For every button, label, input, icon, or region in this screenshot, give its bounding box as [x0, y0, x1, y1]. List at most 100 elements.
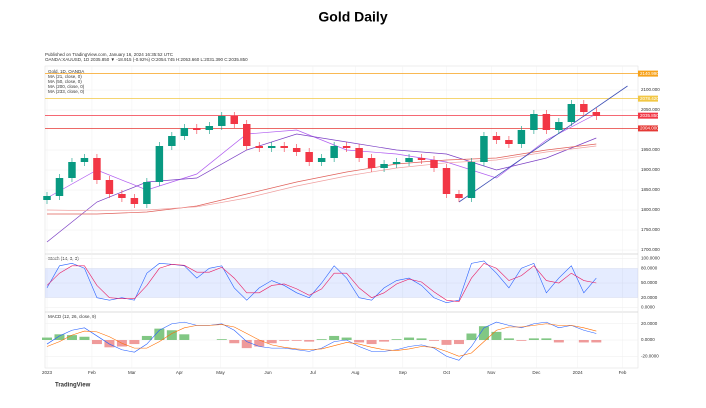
macd-histogram-bar: [141, 335, 152, 340]
candle-body: [417, 158, 426, 160]
candle-body: [143, 182, 151, 204]
candle-body: [342, 146, 351, 148]
x-tick-label: Mar: [128, 370, 136, 375]
y-tick-label: 1800.000: [641, 207, 660, 212]
x-tick-label: Jun: [264, 370, 272, 375]
candle-body: [105, 180, 114, 194]
candle-body: [580, 104, 588, 112]
candle-body: [567, 104, 576, 122]
candle-body: [230, 116, 239, 124]
macd-histogram-bar: [478, 326, 489, 340]
y-tick-label: 1850.000: [641, 187, 660, 192]
candle-body: [68, 162, 76, 178]
level-label: 2078.420: [640, 96, 659, 101]
candle-body: [130, 198, 139, 204]
x-tick-label: Feb: [88, 370, 96, 375]
x-tick-label: Jul: [310, 370, 316, 375]
legend-entry: MA (21, close, 0): [48, 74, 82, 79]
y-tick-label: 2100.000: [641, 87, 660, 92]
macd-histogram-bar: [329, 335, 340, 340]
info: OANDA:XAUUSD, 1D 2035.850 ▼ -18.915 (-0.…: [45, 57, 248, 62]
macd-histogram-bar: [503, 338, 514, 340]
candle-body: [305, 152, 313, 162]
candle-body: [505, 140, 513, 144]
candle-body: [530, 114, 538, 130]
candle-body: [280, 146, 288, 148]
macd-histogram-bar: [379, 340, 390, 342]
candle-body: [168, 136, 176, 146]
x-tick-label: Oct: [443, 370, 451, 375]
y-tick-label: 20.0000: [641, 321, 658, 326]
macd-histogram-bar: [66, 335, 77, 340]
candle-body: [367, 158, 376, 168]
candle-body: [455, 194, 463, 198]
x-tick-label: Apr: [176, 370, 184, 375]
macd-histogram-bar: [166, 330, 177, 340]
level-label-box: [638, 112, 658, 119]
macd-histogram-bar: [391, 339, 402, 340]
macd-histogram-bar: [453, 340, 464, 345]
macd-histogram-bar: [279, 340, 290, 341]
macd-histogram-bar: [404, 337, 415, 340]
chart-title: Gold Daily: [318, 9, 387, 25]
y-tick-label: 1950.000: [641, 147, 660, 152]
macd-histogram-bar: [254, 340, 265, 347]
macd-histogram-bar: [466, 333, 477, 340]
stoch-line: [46, 263, 597, 302]
candle-body: [255, 146, 263, 148]
macd-histogram-bar: [42, 337, 52, 340]
macd-histogram-bar: [528, 338, 539, 340]
ma-line: [46, 145, 597, 212]
candle-body: [292, 148, 301, 152]
candle-body: [392, 162, 401, 164]
y-tick-label: -20.0000: [641, 353, 659, 358]
trendline: [458, 85, 628, 203]
macd-histogram-bar: [429, 340, 440, 341]
y-tick-label: 0.0000: [641, 337, 655, 342]
subtitle: Published on TradingView.com, January 16…: [45, 52, 174, 57]
stoch-line: [46, 260, 597, 303]
x-tick-label: Dec: [532, 370, 541, 375]
macd-histogram-bar: [591, 340, 602, 343]
y-tick-label: 100.0000: [641, 256, 660, 261]
candle-body: [218, 116, 226, 126]
macd-histogram-bar: [54, 334, 65, 340]
x-tick-label: Sep: [399, 370, 408, 375]
candle-body: [492, 136, 501, 140]
level-label: 2140.990: [640, 71, 659, 76]
level-label-box: [638, 125, 658, 132]
y-tick-label: 1750.000: [641, 227, 660, 232]
candle-body: [243, 124, 251, 146]
y-tick-label: 0.0000: [641, 305, 655, 310]
macd-histogram-bar: [216, 339, 227, 340]
macd-histogram-bar: [304, 340, 315, 342]
candle-body: [93, 158, 101, 180]
candle-body: [317, 158, 326, 162]
macd-histogram-bar: [241, 340, 252, 349]
candle-body: [330, 146, 338, 158]
x-tick-label: Aug: [351, 370, 360, 375]
ma-line: [47, 143, 597, 215]
candle-body: [592, 112, 601, 116]
legend-entry: MA (50, close, 0): [48, 79, 82, 84]
x-tick-label: May: [216, 370, 225, 375]
macd-line: [46, 323, 597, 357]
candle-body: [180, 128, 189, 136]
macd-histogram-bar: [229, 340, 240, 344]
legend-title: Gold, 1D, OANDA: [48, 69, 84, 74]
macd-histogram-bar: [179, 334, 190, 340]
y-tick-label: 80.0000: [641, 265, 658, 270]
level-label: 2004.000: [640, 126, 659, 131]
macd-histogram-bar: [91, 340, 102, 345]
candle-body: [205, 126, 214, 130]
candle-body: [267, 146, 276, 148]
candle-body: [467, 162, 476, 198]
candle-body: [517, 130, 526, 144]
ma-line: [46, 113, 597, 199]
legend-entry: MA (233, close, 0): [48, 89, 85, 94]
macd-histogram-bar: [366, 340, 377, 345]
y-tick-label: 1700.000: [641, 247, 660, 252]
candle-body: [542, 114, 551, 130]
footer: TradingView: [55, 383, 91, 389]
